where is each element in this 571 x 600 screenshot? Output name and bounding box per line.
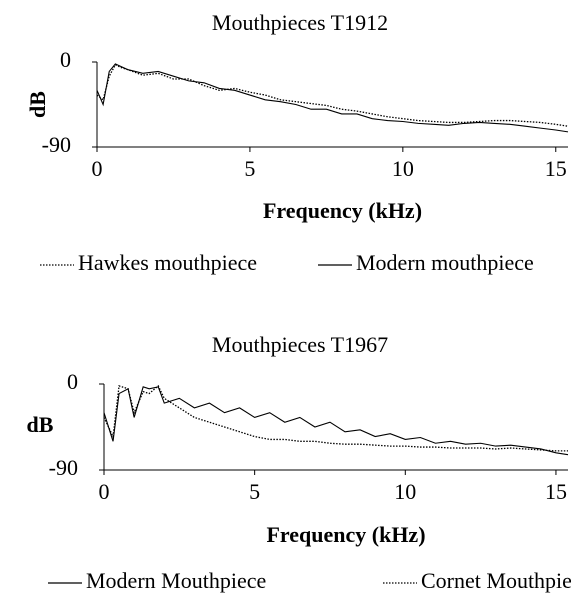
x-tick-label: 5 — [244, 156, 255, 181]
legend-label: Hawkes mouthpiece — [78, 250, 257, 275]
x-axis-label: Frequency (kHz) — [263, 198, 422, 223]
y-tick-label: 0 — [67, 369, 78, 394]
y-axis-label: dB — [25, 91, 50, 118]
legend-label: Cornet Mouthpiece — [421, 568, 571, 593]
y-tick-label: -90 — [49, 455, 78, 480]
y-axis-label: dB — [27, 412, 54, 437]
series-line — [96, 63, 569, 133]
chart-title: Mouthpieces T1912 — [212, 10, 388, 35]
series-line — [103, 386, 569, 456]
x-tick-label: 0 — [99, 479, 110, 504]
x-tick-label: 10 — [392, 156, 414, 181]
legend-label: Modern Mouthpiece — [86, 568, 266, 593]
y-tick-label: 0 — [60, 47, 71, 72]
x-tick-label: 5 — [249, 479, 260, 504]
x-tick-label: 0 — [92, 156, 103, 181]
x-axis-label: Frequency (kHz) — [266, 522, 425, 547]
x-tick-label: 15 — [545, 479, 567, 504]
series-line — [96, 63, 569, 127]
x-tick-label: 15 — [545, 156, 567, 181]
series-line — [103, 384, 568, 452]
chart-title: Mouthpieces T1967 — [212, 332, 388, 357]
legend-label: Modern mouthpiece — [356, 250, 534, 275]
x-tick-label: 10 — [394, 479, 416, 504]
y-tick-label: -90 — [42, 132, 71, 157]
